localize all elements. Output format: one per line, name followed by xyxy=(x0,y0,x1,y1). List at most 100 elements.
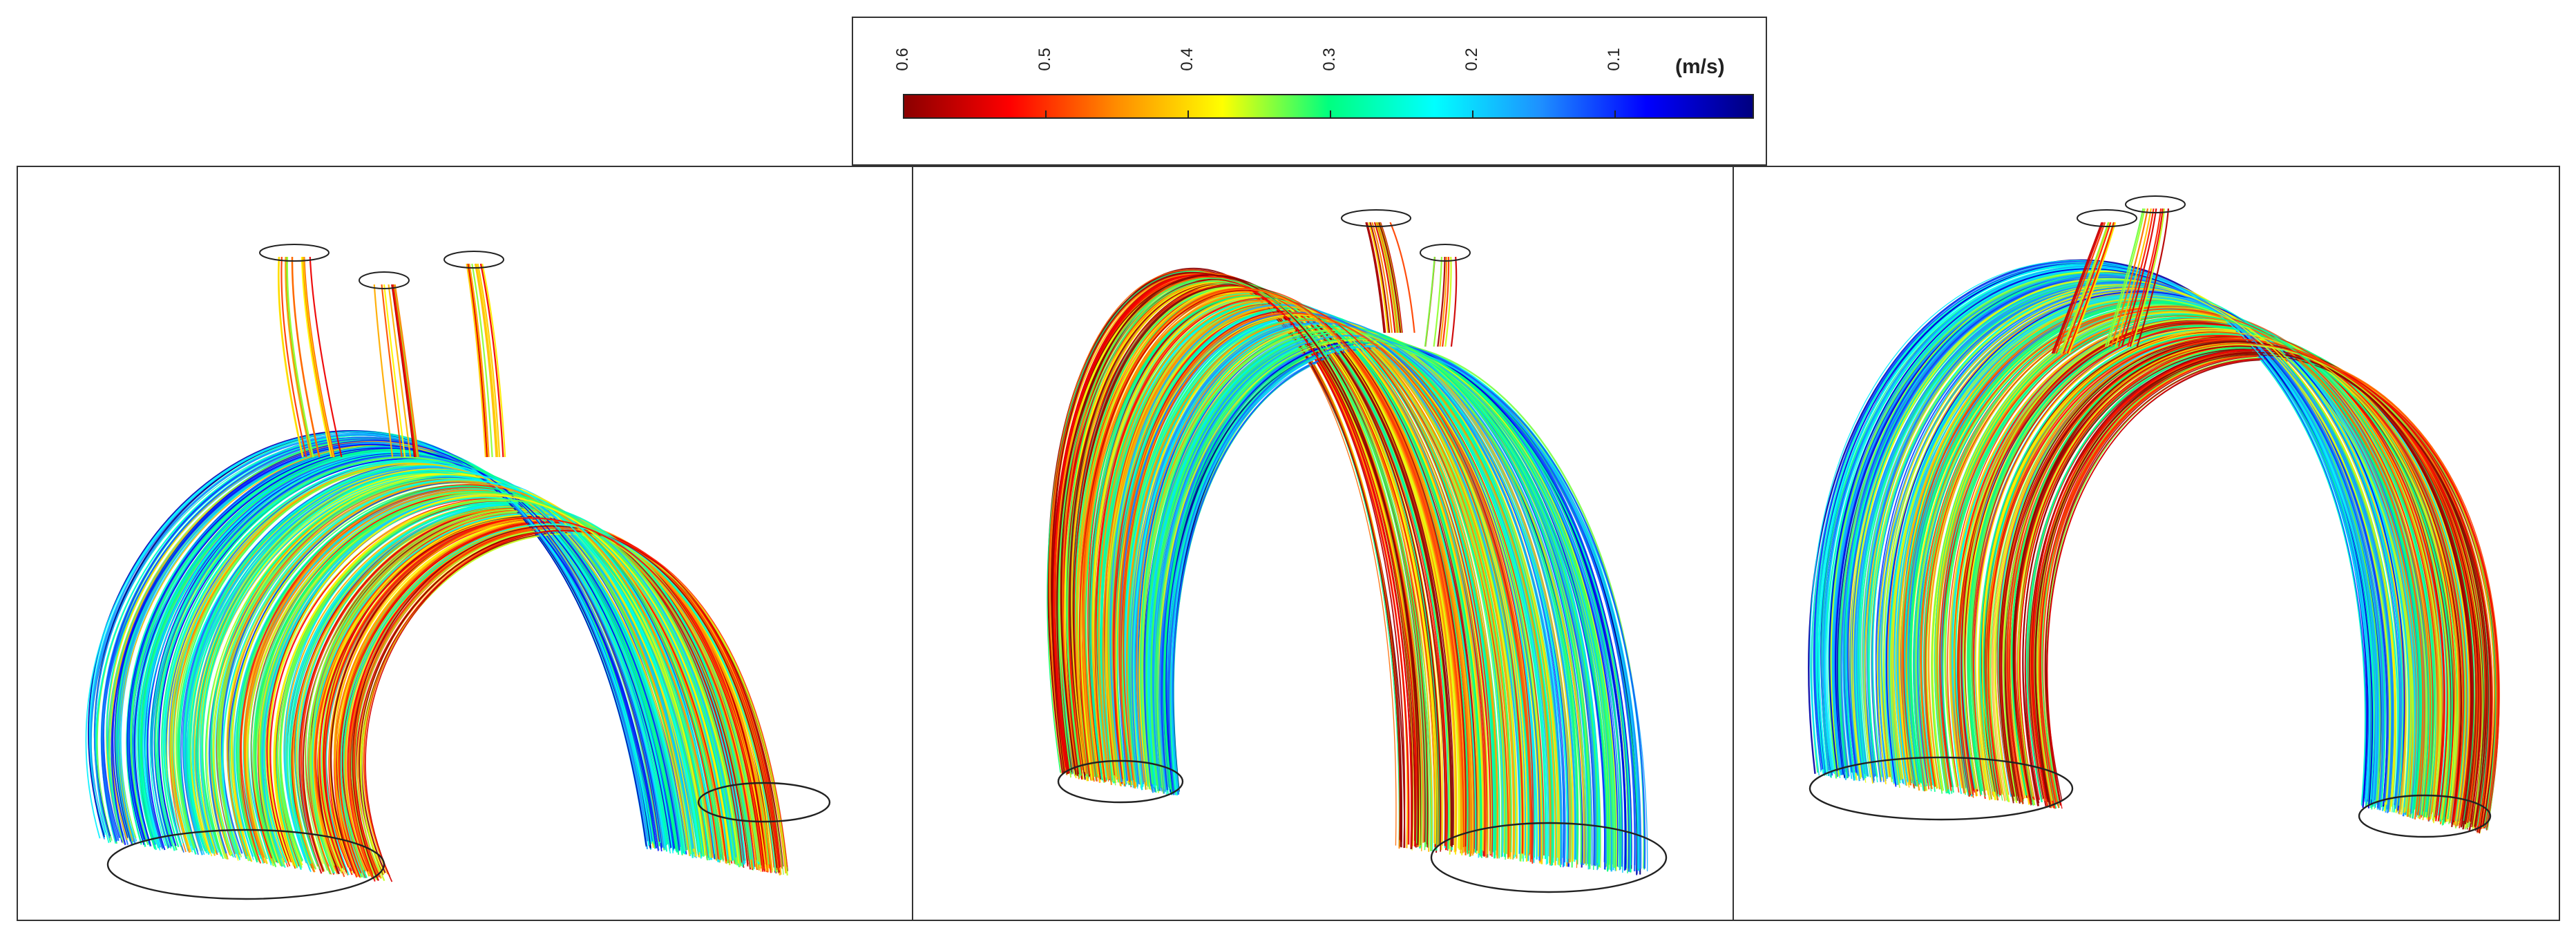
streamline xyxy=(1116,314,1539,857)
branch-streamline xyxy=(1368,222,1389,333)
streamline xyxy=(236,485,722,863)
branch-streamline xyxy=(1450,256,1458,347)
streamline xyxy=(1904,298,2418,813)
branch-streamline xyxy=(474,263,497,458)
branch-streamline xyxy=(1378,222,1402,333)
streamline xyxy=(1840,275,2384,809)
streamline xyxy=(169,463,691,856)
branch-streamline xyxy=(2104,208,2144,347)
branch-streamline xyxy=(2055,222,2106,354)
streamline xyxy=(250,491,723,864)
branch-outlet-outline xyxy=(359,271,410,289)
streamline xyxy=(222,478,716,860)
branch-streamline xyxy=(2110,208,2149,347)
streamline xyxy=(1847,277,2389,802)
streamline xyxy=(1973,324,2455,817)
unit-label: (m/s) xyxy=(1675,55,1725,78)
branch-streamline xyxy=(280,256,307,458)
branch-streamline xyxy=(2106,208,2146,347)
branch-streamline xyxy=(391,284,416,458)
streamline xyxy=(1850,278,2391,805)
vessel-outlet-outline xyxy=(1057,759,1184,804)
streamline xyxy=(1058,278,1427,847)
streamline xyxy=(85,431,652,842)
streamline xyxy=(352,525,778,878)
streamline xyxy=(1118,312,1532,862)
branch-streamline xyxy=(1424,256,1435,347)
streamline xyxy=(193,468,695,857)
streamline-panel-2 xyxy=(912,166,1734,921)
streamline xyxy=(1960,322,2452,820)
branch-streamline xyxy=(278,256,304,458)
streamline xyxy=(1129,322,1564,858)
branch-streamline xyxy=(2131,208,2166,347)
streamline xyxy=(1877,287,2407,815)
streamline xyxy=(198,470,700,854)
streamline xyxy=(1886,291,2405,811)
streamline xyxy=(297,507,752,870)
streamline-panel-1 xyxy=(17,166,913,921)
streamline xyxy=(1955,317,2448,816)
streamline xyxy=(1100,302,1494,852)
branch-streamline xyxy=(2059,222,2110,354)
streamline xyxy=(1987,335,2465,821)
streamline xyxy=(313,517,757,869)
streamline xyxy=(267,494,732,863)
streamline-group xyxy=(1047,209,1668,893)
branch-streamline xyxy=(1377,222,1400,333)
streamline xyxy=(310,510,759,873)
branch-streamline xyxy=(477,263,501,458)
branch-streamline xyxy=(285,256,312,458)
streamline xyxy=(2031,349,2492,827)
tick-mark xyxy=(1614,110,1616,117)
tick-label-0-1: 0.1 xyxy=(1605,48,1623,71)
branch-streamline xyxy=(394,284,419,458)
streamline xyxy=(1060,274,1420,846)
streamline xyxy=(1923,305,2431,812)
tick-mark xyxy=(1472,110,1473,117)
streamline xyxy=(2006,338,2478,822)
vessel-outlet-outline xyxy=(1809,756,2074,821)
streamline xyxy=(365,530,781,882)
streamline xyxy=(352,527,777,878)
branch-streamline xyxy=(309,256,343,458)
streamline xyxy=(137,449,677,850)
streamline-group xyxy=(85,244,831,900)
streamline xyxy=(333,517,765,870)
streamline xyxy=(1051,271,1401,840)
branch-streamline xyxy=(2068,222,2117,354)
streamline xyxy=(1981,331,2459,822)
streamline xyxy=(1156,340,1611,869)
streamline xyxy=(227,481,714,858)
streamline xyxy=(1109,304,1520,854)
streamline xyxy=(1967,325,2453,825)
branch-streamline xyxy=(2051,222,2103,354)
vessel-outlet-outline xyxy=(2358,794,2492,838)
streamline xyxy=(1897,296,2416,811)
streamline xyxy=(88,430,647,846)
velocity-legend: 0.6 0.5 0.4 0.3 0.2 0.1 (m/s) xyxy=(852,17,1767,166)
branch-streamline xyxy=(1369,222,1391,333)
branch-streamline xyxy=(373,284,394,458)
branch-streamline xyxy=(479,263,504,458)
colorbar xyxy=(903,94,1754,119)
tick-label-0-2: 0.2 xyxy=(1462,48,1481,71)
streamline xyxy=(1079,287,1464,847)
streamline xyxy=(1974,327,2456,822)
tick-label-0-4: 0.4 xyxy=(1178,48,1196,71)
branch-streamline xyxy=(1437,256,1446,347)
streamline xyxy=(139,451,671,848)
streamline xyxy=(2017,344,2483,831)
streamline xyxy=(1942,314,2435,818)
branch-streamline xyxy=(300,256,332,458)
vessel-outlet-outline xyxy=(697,782,831,823)
branch-streamline xyxy=(2062,222,2112,354)
streamline xyxy=(1896,296,2416,810)
streamline xyxy=(1047,271,1400,846)
branch-streamline xyxy=(475,263,499,458)
streamline xyxy=(1053,275,1419,847)
streamline-panel-3 xyxy=(1733,166,2560,921)
streamline xyxy=(1049,269,1397,846)
tick-mark xyxy=(1045,110,1047,117)
branch-streamline xyxy=(2121,208,2157,347)
